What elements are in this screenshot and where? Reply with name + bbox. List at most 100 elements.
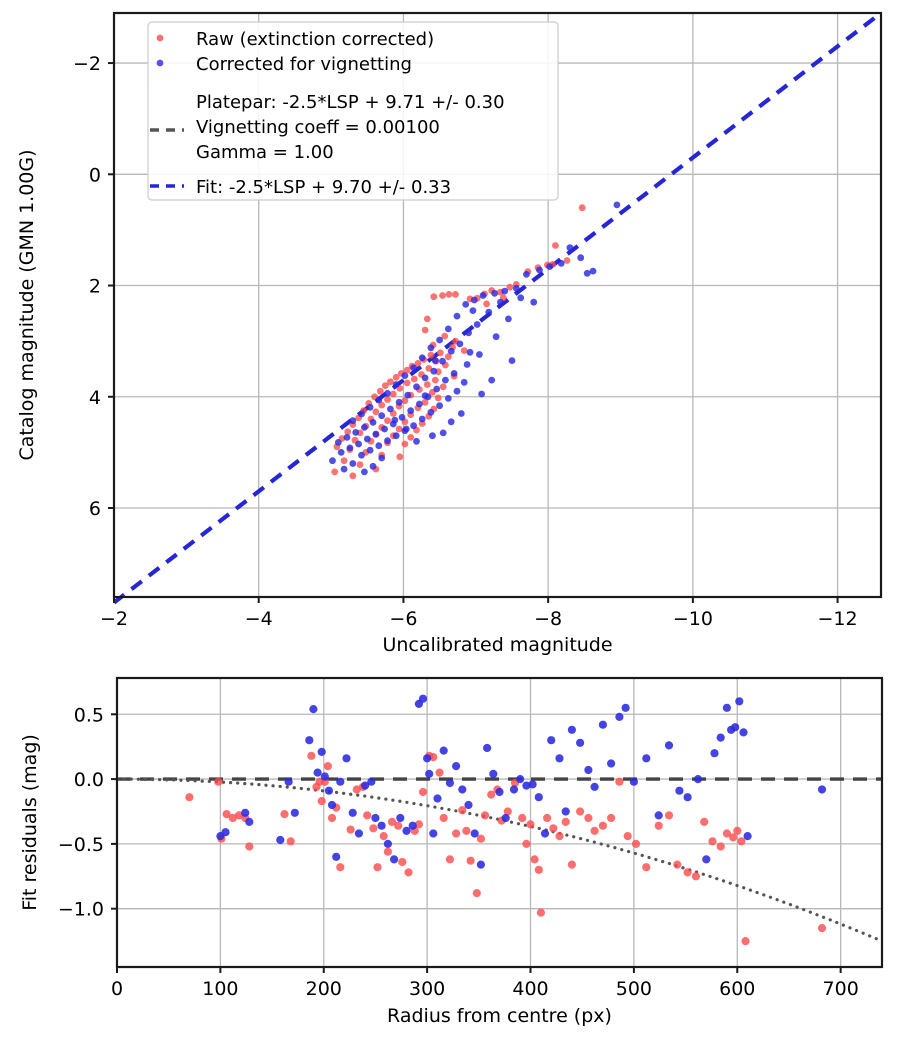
legend-label-line: Gamma = 1.00 — [196, 142, 334, 163]
data-point — [391, 416, 399, 424]
legend-label: Corrected for vignetting — [196, 54, 412, 75]
data-point — [546, 263, 553, 270]
data-point — [716, 733, 725, 742]
data-point — [722, 703, 732, 712]
main-scatter-panel: −2 −4 −6 −8 −10 −12 −2 0 2 4 6 Uncalibrated magnitu… — [16, 11, 883, 656]
x-tick-label: 200 — [306, 978, 342, 1000]
data-point — [480, 811, 490, 820]
data-point — [567, 725, 577, 734]
data-point — [185, 793, 194, 802]
data-point — [534, 793, 543, 802]
residual-scatter-panel: 0 100 200 300 400 500 600 700 0.5 0.0 −0.5 −1.0 Radi… — [19, 676, 884, 1027]
data-point — [430, 293, 438, 301]
data-point — [522, 781, 531, 790]
data-point — [342, 754, 351, 763]
data-point — [410, 375, 418, 383]
data-point — [478, 390, 485, 398]
data-point — [234, 811, 244, 820]
data-point — [369, 419, 377, 426]
legend-marker-dot — [156, 59, 164, 67]
y-tick-label: 0.0 — [74, 769, 104, 791]
data-point — [414, 360, 422, 367]
legend-marker-dot — [156, 34, 164, 42]
data-point — [452, 291, 459, 298]
data-point — [503, 807, 512, 816]
x-tick-label: −12 — [818, 608, 858, 630]
data-point — [456, 340, 464, 348]
data-point — [363, 435, 371, 443]
data-point — [425, 365, 433, 372]
data-point — [552, 242, 559, 249]
data-point — [402, 826, 411, 836]
data-point — [429, 753, 438, 762]
data-point — [675, 786, 684, 795]
data-point — [358, 410, 365, 418]
legend-entry-raw: Raw (extinction corrected) — [156, 29, 434, 50]
data-point — [607, 759, 616, 768]
data-point — [327, 800, 337, 810]
data-point — [418, 787, 428, 797]
data-point — [466, 348, 474, 356]
residual-axes-frame — [115, 676, 884, 969]
data-point — [387, 378, 394, 386]
data-point — [317, 747, 326, 757]
data-point — [358, 451, 365, 459]
data-point — [729, 833, 738, 842]
data-point — [381, 425, 388, 433]
data-point — [708, 837, 717, 846]
data-point — [487, 790, 496, 799]
data-point — [473, 321, 481, 328]
x-tick-label: −6 — [389, 608, 417, 630]
data-point — [737, 837, 746, 846]
data-point — [444, 325, 452, 333]
data-point — [576, 807, 585, 816]
data-point — [509, 785, 519, 794]
data-point — [392, 373, 400, 381]
data-point — [505, 315, 512, 323]
data-point — [352, 785, 361, 794]
data-point — [470, 829, 479, 838]
data-point — [576, 738, 585, 747]
data-point — [286, 837, 295, 846]
data-point — [621, 703, 630, 712]
main-x-axis-label: Uncalibrated magnitude — [382, 634, 612, 656]
legend-entry-fit: Fit: -2.5*LSP + 9.70 +/- 0.33 — [150, 177, 451, 198]
data-point — [683, 793, 692, 802]
data-point — [442, 376, 449, 384]
y-tick-label: −1.0 — [58, 899, 104, 921]
data-point — [508, 357, 516, 364]
series-corrected — [329, 201, 621, 476]
data-point — [383, 847, 392, 856]
data-point — [450, 370, 458, 377]
data-point — [731, 723, 740, 732]
data-point — [241, 808, 250, 817]
data-point — [489, 769, 498, 779]
data-point — [398, 857, 407, 867]
data-point — [378, 401, 386, 409]
data-point — [536, 908, 546, 917]
data-point — [346, 444, 354, 452]
data-point — [387, 405, 394, 413]
data-point — [403, 379, 411, 387]
data-point — [445, 855, 454, 864]
data-point — [344, 428, 352, 436]
data-point — [394, 821, 403, 830]
data-point — [476, 860, 485, 869]
data-point — [495, 787, 504, 797]
data-point — [654, 811, 663, 820]
data-point — [452, 762, 461, 771]
data-point — [379, 832, 388, 841]
legend-entry-corrected: Corrected for vignetting — [156, 54, 412, 75]
data-point — [530, 298, 538, 306]
data-point — [464, 800, 473, 810]
data-point — [439, 746, 448, 755]
data-point — [491, 289, 498, 297]
data-point — [378, 454, 386, 462]
fit-line — [112, 11, 883, 605]
x-tick-label: 600 — [719, 978, 755, 1000]
data-point — [329, 457, 336, 465]
data-point — [613, 201, 621, 209]
data-point — [361, 781, 370, 790]
data-point — [383, 839, 392, 849]
